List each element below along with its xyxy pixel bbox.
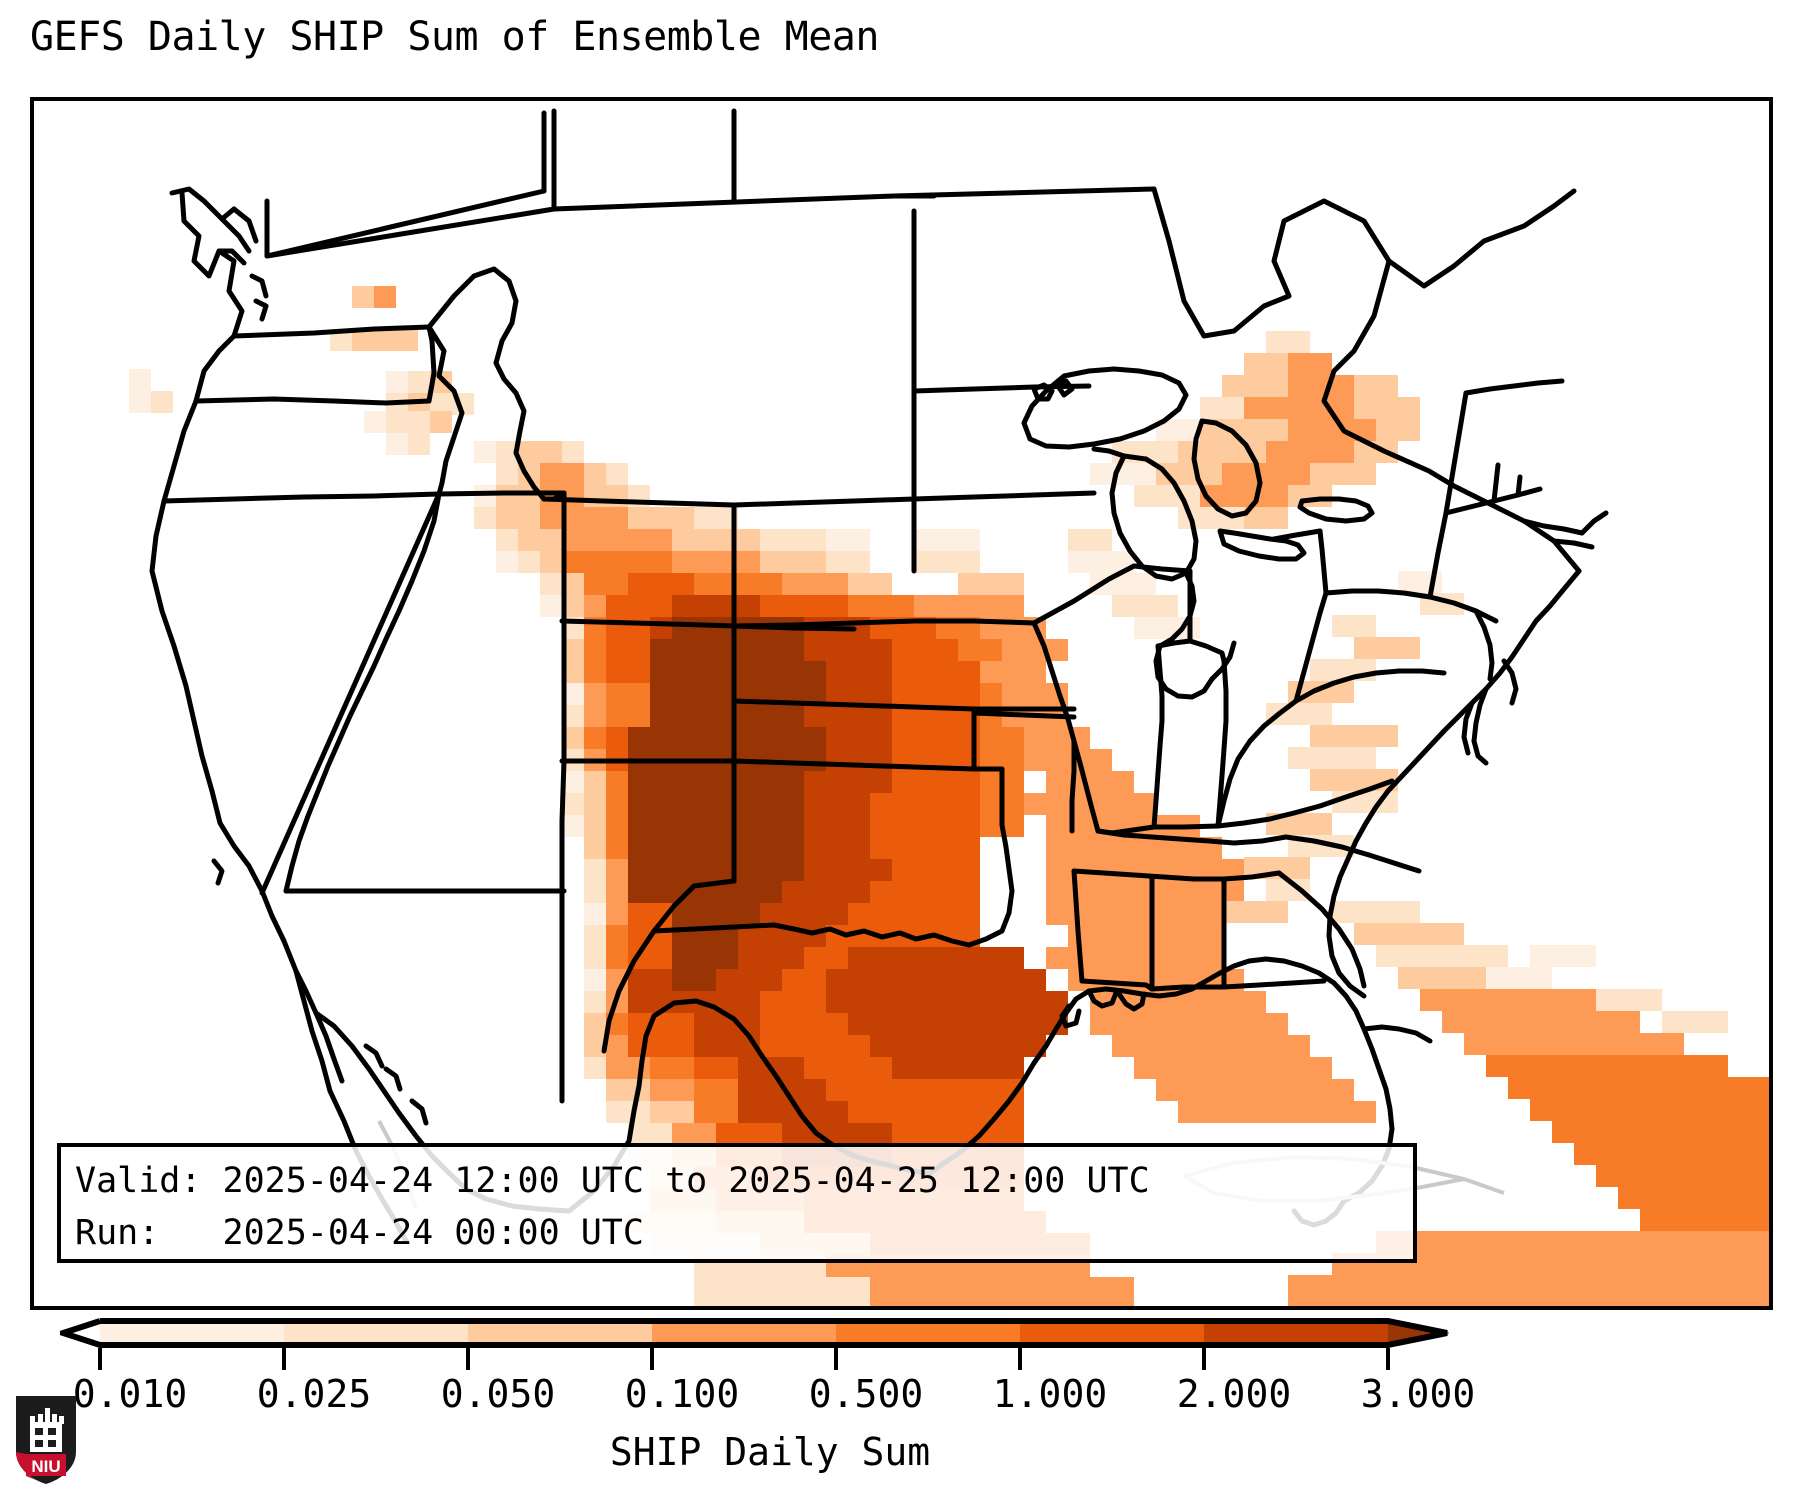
colorbar-tick	[1018, 1348, 1022, 1370]
colorbar-title: SHIP Daily Sum	[609, 1430, 931, 1474]
colorbar-tick	[834, 1348, 838, 1370]
info-run-line: Run: 2025-04-24 00:00 UTC	[75, 1213, 644, 1253]
colorbar-tick	[98, 1348, 102, 1370]
colorbar-tick	[466, 1348, 470, 1370]
niu-logo-text: NIU	[31, 1457, 60, 1476]
colorbar-tick-labels: 0.010 0.025 0.050 0.100 0.500 1.000 2.00…	[0, 1372, 1803, 1420]
niu-logo: NIU	[16, 1396, 76, 1484]
colorbar-ticks	[0, 1348, 1803, 1372]
colorbar-outline	[60, 1318, 1448, 1348]
colorbar-tick	[650, 1348, 654, 1370]
map-canvas	[34, 101, 1769, 1306]
colorbar-label: 0.100	[624, 1372, 740, 1416]
page-title: GEFS Daily SHIP Sum of Ensemble Mean	[30, 14, 879, 60]
colorbar[interactable]	[60, 1318, 1490, 1348]
colorbar-label: 2.000	[1176, 1372, 1292, 1416]
map-frame	[30, 97, 1773, 1310]
info-valid-line: Valid: 2025-04-24 12:00 UTC to 2025-04-2…	[75, 1161, 1150, 1201]
colorbar-tick	[1386, 1348, 1390, 1370]
colorbar-tick	[1202, 1348, 1206, 1370]
colorbar-label: 0.010	[72, 1372, 188, 1416]
map-boundaries	[149, 108, 1609, 1244]
colorbar-label: 1.000	[992, 1372, 1108, 1416]
colorbar-label: 0.050	[440, 1372, 556, 1416]
colorbar-label: 0.025	[256, 1372, 372, 1416]
colorbar-label: 3.000	[1360, 1372, 1476, 1416]
colorbar-label: 0.500	[808, 1372, 924, 1416]
info-box: Valid: 2025-04-24 12:00 UTC to 2025-04-2…	[57, 1143, 1417, 1263]
colorbar-tick	[282, 1348, 286, 1370]
